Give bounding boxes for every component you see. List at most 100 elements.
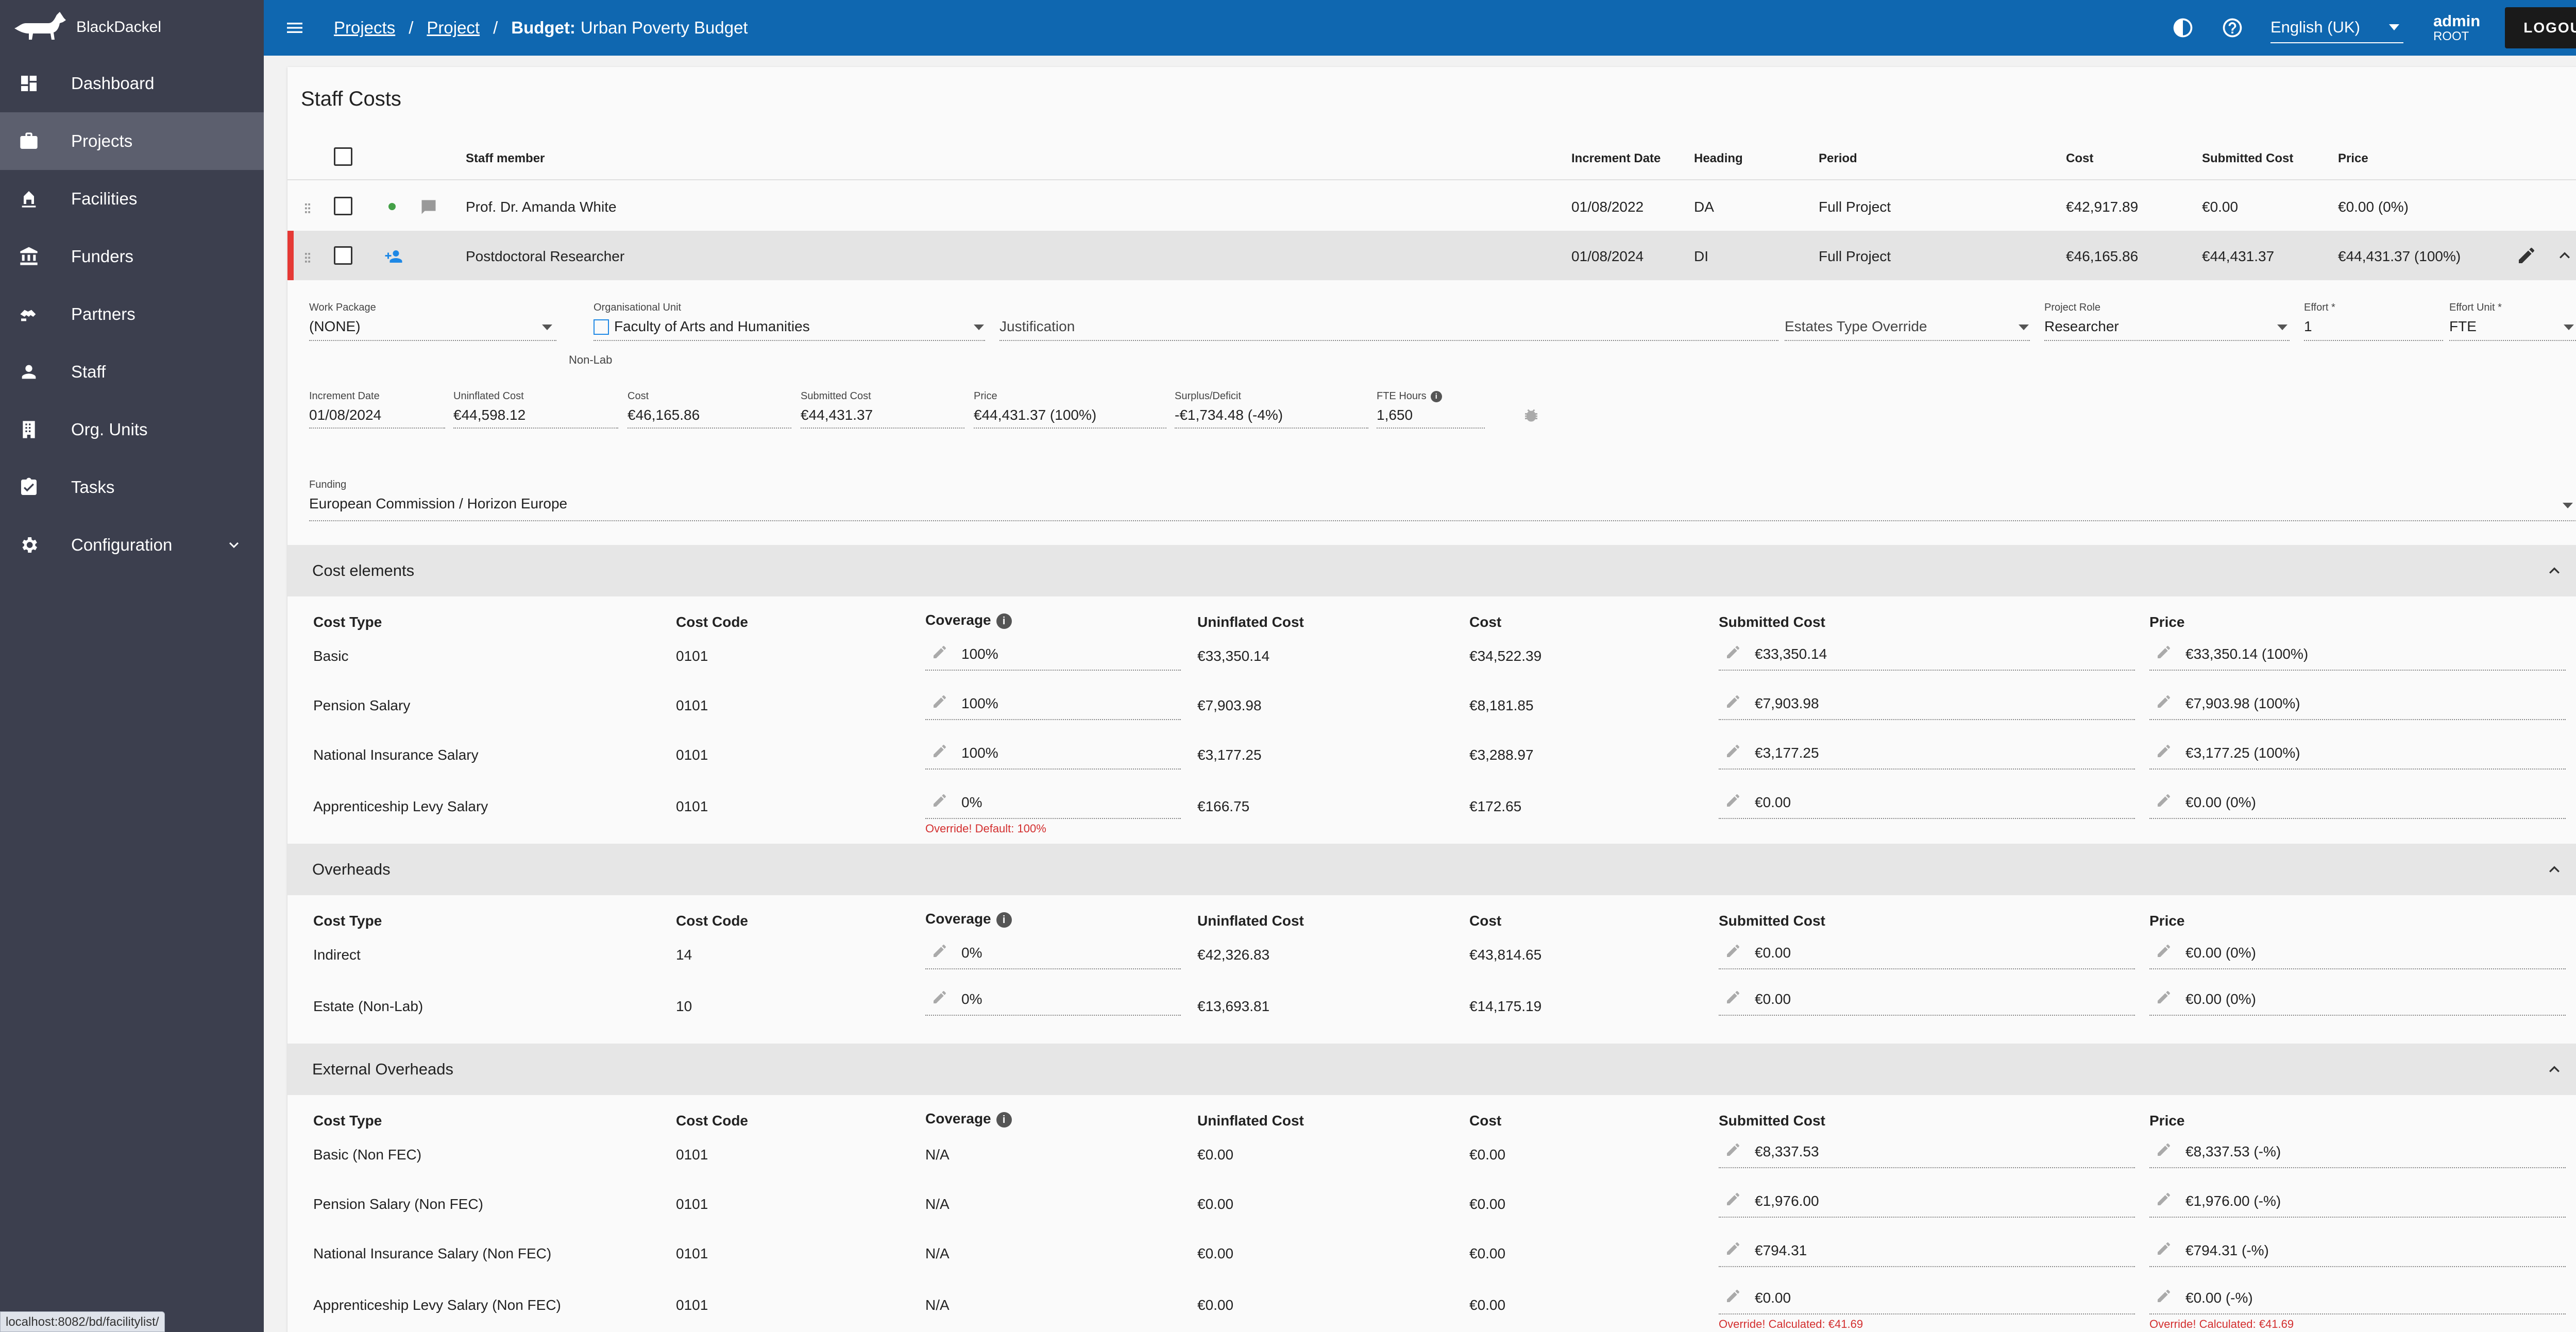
row-checkbox[interactable] bbox=[334, 246, 352, 265]
sidebar-item-projects[interactable]: Projects bbox=[0, 112, 264, 170]
info-icon[interactable]: i bbox=[996, 613, 1012, 629]
price-input[interactable]: €0.00 (0%) bbox=[2185, 794, 2256, 810]
staff-name[interactable]: Postdoctoral Researcher bbox=[466, 248, 625, 264]
drag-handle-icon[interactable] bbox=[300, 201, 315, 216]
sidebar-item-funders[interactable]: Funders bbox=[0, 228, 264, 285]
price-value[interactable]: €44,431.37 (100%) bbox=[974, 407, 1097, 423]
price-field[interactable] bbox=[2149, 670, 2566, 671]
submitted-cost-input[interactable]: €8,337.53 bbox=[1755, 1143, 1819, 1159]
breadcrumb-projects[interactable]: Projects bbox=[334, 18, 396, 37]
price-field[interactable] bbox=[2149, 818, 2566, 819]
submitted-cost-field[interactable] bbox=[1719, 1313, 2135, 1314]
submitted-cost-field[interactable] bbox=[1719, 1167, 2135, 1168]
submitted-cost-field[interactable] bbox=[1719, 1015, 2135, 1016]
effort-unit-value[interactable]: FTE bbox=[2449, 318, 2477, 334]
submitted-cost-input[interactable]: €7,903.98 bbox=[1755, 695, 1819, 711]
coverage-field[interactable] bbox=[925, 769, 1181, 770]
breadcrumb-project[interactable]: Project bbox=[427, 18, 480, 37]
language-select[interactable]: English (UK) bbox=[2270, 12, 2403, 43]
effort-unit-field[interactable] bbox=[2449, 340, 2576, 341]
org-unit-field[interactable] bbox=[594, 340, 985, 341]
coverage-field[interactable] bbox=[925, 818, 1181, 819]
price-input[interactable]: €7,903.98 (100%) bbox=[2185, 695, 2300, 711]
section-external-overheads[interactable]: External Overheads bbox=[287, 1044, 2576, 1095]
submitted-cost-field[interactable] bbox=[1719, 1266, 2135, 1267]
section-cost-elements[interactable]: Cost elements bbox=[287, 545, 2576, 596]
submitted-cost-field[interactable] bbox=[1719, 769, 2135, 770]
price-input[interactable]: €0.00 (0%) bbox=[2185, 945, 2256, 961]
coverage-field[interactable] bbox=[925, 1015, 1181, 1016]
funding-field[interactable] bbox=[309, 520, 2576, 521]
price-field[interactable] bbox=[2149, 1217, 2566, 1218]
chevron-up-icon[interactable] bbox=[2544, 560, 2565, 581]
info-icon[interactable]: i bbox=[996, 912, 1012, 928]
logout-button[interactable]: LOGOUT bbox=[2505, 7, 2576, 48]
comment-icon[interactable] bbox=[419, 198, 438, 216]
submitted-cost-input[interactable]: €1,976.00 bbox=[1755, 1193, 1819, 1209]
submitted-cost-field[interactable] bbox=[1719, 1217, 2135, 1218]
submitted-cost-input[interactable]: €33,350.14 bbox=[1755, 646, 1827, 662]
work-package-value[interactable]: (NONE) bbox=[309, 318, 361, 334]
submitted-cost-field[interactable] bbox=[801, 428, 964, 429]
submitted-cost-field[interactable] bbox=[1719, 818, 2135, 819]
chevron-up-icon[interactable] bbox=[2544, 859, 2565, 880]
submitted-cost-field[interactable] bbox=[1719, 968, 2135, 969]
row-checkbox[interactable] bbox=[334, 197, 352, 215]
price-field[interactable] bbox=[974, 428, 1166, 429]
select-all-checkbox[interactable] bbox=[334, 147, 352, 166]
coverage-input[interactable]: 100% bbox=[961, 695, 998, 711]
info-icon[interactable]: i bbox=[996, 1112, 1012, 1128]
submitted-cost-input[interactable]: €3,177.25 bbox=[1755, 745, 1819, 761]
sidebar-item-partners[interactable]: Partners bbox=[0, 285, 264, 343]
coverage-input[interactable]: 0% bbox=[961, 945, 982, 961]
coverage-field[interactable] bbox=[925, 670, 1181, 671]
sidebar-item-dashboard[interactable]: Dashboard bbox=[0, 55, 264, 112]
coverage-input[interactable]: 100% bbox=[961, 646, 998, 662]
submitted-cost-field[interactable] bbox=[1719, 719, 2135, 720]
submitted-cost-input[interactable]: €0.00 bbox=[1755, 1290, 1791, 1306]
sidebar-item-configuration[interactable]: Configuration bbox=[0, 516, 264, 574]
increment-date-field[interactable] bbox=[309, 428, 445, 429]
funding-value[interactable]: European Commission / Horizon Europe bbox=[309, 496, 568, 511]
coverage-field[interactable] bbox=[925, 719, 1181, 720]
chevron-up-icon[interactable] bbox=[2544, 1059, 2565, 1080]
sidebar-item-org-units[interactable]: Org. Units bbox=[0, 401, 264, 458]
submitted-cost-input[interactable]: €794.31 bbox=[1755, 1242, 1807, 1258]
estates-override-select[interactable]: Estates Type Override bbox=[1785, 318, 1927, 334]
help-icon[interactable] bbox=[2221, 16, 2244, 39]
section-overheads[interactable]: Overheads bbox=[287, 844, 2576, 895]
estates-override-field[interactable] bbox=[1785, 340, 2030, 341]
price-input[interactable]: €0.00 (-%) bbox=[2185, 1290, 2253, 1306]
increment-date-value[interactable]: 01/08/2024 bbox=[309, 407, 382, 423]
effort-value[interactable]: 1 bbox=[2304, 318, 2312, 334]
work-package-field[interactable] bbox=[309, 340, 556, 341]
price-field[interactable] bbox=[2149, 1313, 2566, 1314]
brand[interactable]: BlackDackel bbox=[0, 0, 264, 55]
coverage-input[interactable]: 0% bbox=[961, 991, 982, 1007]
price-field[interactable] bbox=[2149, 1015, 2566, 1016]
price-field[interactable] bbox=[2149, 968, 2566, 969]
edit-pencil-icon[interactable] bbox=[2516, 245, 2537, 266]
bug-icon[interactable] bbox=[1522, 407, 1540, 425]
price-input[interactable]: €1,976.00 (-%) bbox=[2185, 1193, 2281, 1209]
price-field[interactable] bbox=[2149, 769, 2566, 770]
price-input[interactable]: €3,177.25 (100%) bbox=[2185, 745, 2300, 761]
project-role-field[interactable] bbox=[2044, 340, 2290, 341]
price-input[interactable]: €794.31 (-%) bbox=[2185, 1242, 2269, 1258]
project-role-value[interactable]: Researcher bbox=[2044, 318, 2119, 334]
submitted-cost-input[interactable]: €0.00 bbox=[1755, 945, 1791, 961]
sidebar-item-staff[interactable]: Staff bbox=[0, 343, 264, 401]
submitted-cost-input[interactable]: €0.00 bbox=[1755, 991, 1791, 1007]
submitted-cost-value[interactable]: €44,431.37 bbox=[801, 407, 873, 423]
add-person-icon[interactable] bbox=[383, 247, 404, 266]
price-input[interactable]: €8,337.53 (-%) bbox=[2185, 1143, 2281, 1159]
staff-name[interactable]: Prof. Dr. Amanda White bbox=[466, 199, 617, 215]
sidebar-item-facilities[interactable]: Facilities bbox=[0, 170, 264, 228]
price-field[interactable] bbox=[2149, 719, 2566, 720]
chevron-up-icon[interactable] bbox=[2554, 245, 2575, 266]
price-input[interactable]: €33,350.14 (100%) bbox=[2185, 646, 2309, 662]
justification-input[interactable]: Justification bbox=[999, 318, 1075, 334]
menu-icon[interactable] bbox=[284, 18, 305, 38]
price-field[interactable] bbox=[2149, 1266, 2566, 1267]
effort-field[interactable] bbox=[2304, 340, 2443, 341]
